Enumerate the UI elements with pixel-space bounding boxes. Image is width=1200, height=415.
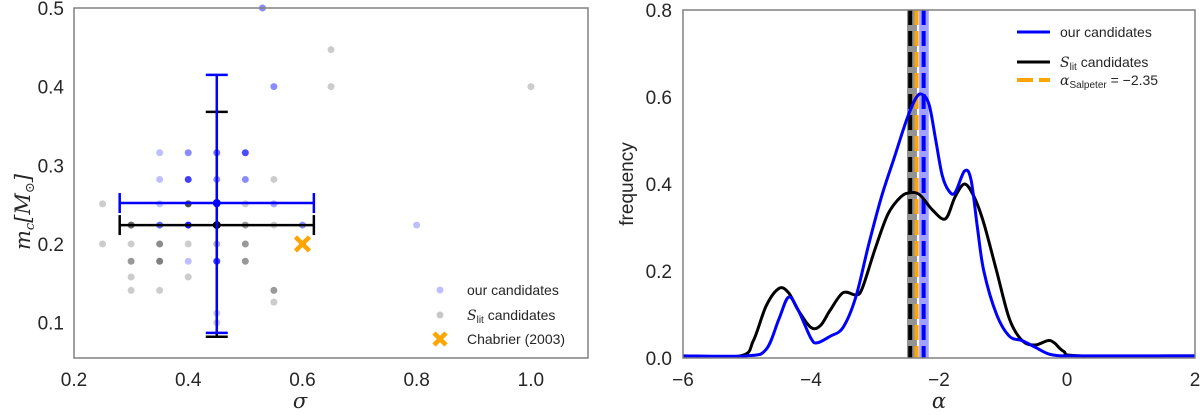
legend-alpha: α	[1060, 73, 1070, 89]
scatter-point	[241, 257, 249, 265]
errorbar	[118, 73, 316, 335]
y-tick-label: 0.3	[38, 156, 64, 177]
svg-text:mc[M⊙]: mc[M⊙]	[11, 173, 38, 250]
x-axis-label-alpha: α	[932, 389, 946, 413]
plot-frame	[73, 7, 589, 359]
legend-slit-marker	[436, 311, 444, 319]
legend-chabrier-label: Chabrier (2003)	[467, 331, 565, 347]
scatter-point	[184, 175, 192, 183]
x-tick-label: 0.6	[289, 370, 315, 391]
y-tick-label: 0.4	[646, 175, 673, 196]
y-tick-label: 0.0	[646, 349, 672, 370]
median-bands	[907, 10, 929, 358]
legend-slit-s: S	[467, 308, 477, 324]
scatter-point	[127, 273, 135, 281]
scatter-plot-sigma-mc: 0.2 0.4 0.6 0.8 1.00.10.20.30.40.5 σ mc[M⊙] …	[11, 0, 589, 413]
legend-alpha-rest: = −2.35	[1107, 72, 1159, 88]
scatter-point	[270, 83, 278, 91]
scatter-point	[99, 240, 107, 248]
y-label-sun: ⊙	[23, 182, 38, 193]
scatter-point	[99, 200, 107, 208]
x-tick-label: 0.2	[61, 370, 87, 391]
plot-frame-right	[682, 9, 1196, 359]
x-tick-label: −2	[928, 370, 950, 391]
scatter-point	[156, 286, 164, 294]
legend-alpha-sub: Salpeter	[1069, 80, 1107, 91]
scatter-point	[270, 286, 278, 294]
scatter-point	[241, 175, 249, 183]
legend-chabrier-marker	[432, 331, 448, 347]
y-tick-label: 0.5	[38, 0, 64, 20]
legend-our-label-right: our candidates	[1060, 24, 1152, 40]
error-bars	[118, 73, 316, 339]
y-tick-label: 0.8	[646, 1, 672, 22]
kde-curve	[682, 92, 1195, 358]
median-band	[919, 10, 929, 358]
scatter-point	[184, 257, 192, 265]
y-label-rest: [M	[11, 193, 35, 223]
legend-our-label: our candidates	[467, 282, 559, 298]
legend-slit-rest-right: candidates	[1077, 54, 1149, 70]
scatter-point	[270, 298, 278, 306]
scatter-point	[156, 257, 164, 265]
y-label-sub: c	[23, 222, 38, 230]
scatter-point	[127, 286, 135, 294]
x-tick-label: 0.8	[403, 370, 429, 391]
x-tick-label: 0	[1062, 370, 1073, 391]
scatter-point	[327, 83, 335, 91]
scatter-point	[184, 273, 192, 281]
right-axes: −6 −4 −2 0 2 0.0 0.2 0.4 0.6 0.8	[646, 1, 1200, 391]
kde-curves	[682, 92, 1196, 359]
scatter-points	[99, 4, 535, 327]
scatter-point	[527, 83, 535, 91]
legend-salpeter-label: αSalpeter = −2.35	[1060, 72, 1158, 91]
scatter-point	[413, 221, 421, 229]
legend-our-marker	[436, 286, 444, 294]
x-tick-label: 1.0	[518, 370, 544, 391]
y-label-m: m	[11, 230, 35, 250]
y-axis-label: mc[M⊙]	[11, 173, 38, 250]
x-tick-label: −6	[672, 370, 694, 391]
median-band	[907, 10, 918, 358]
scatter-point	[156, 240, 164, 248]
chabrier-marker	[293, 235, 312, 253]
legend-right: our candidates Slit candidates αSalpeter…	[1017, 24, 1158, 91]
legend-slit-rest: candidates	[484, 307, 556, 323]
legend-slit-label-right: Slit candidates	[1060, 54, 1148, 73]
y-label-close: ]	[11, 173, 35, 183]
x-tick-label: 2	[1190, 370, 1200, 391]
x-tick-label: −4	[800, 370, 822, 391]
x-axis-label: σ	[293, 389, 308, 413]
scatter-point	[127, 257, 135, 265]
y-tick-label: 0.4	[38, 78, 65, 99]
scatter-point	[327, 46, 335, 54]
left-axes: 0.2 0.4 0.6 0.8 1.0 0.1 0.2 0.3 0.4 0.5	[38, 0, 589, 391]
scatter-point	[127, 240, 135, 248]
scatter-point	[156, 175, 164, 183]
kde-curve	[682, 182, 1196, 359]
scatter-point	[184, 149, 192, 157]
legend: our candidates Slit candidates Chabrier …	[432, 282, 565, 347]
y-tick-label: 0.1	[38, 314, 64, 335]
y-tick-label: 0.2	[38, 235, 64, 256]
y-axis-label-frequency: frequency	[617, 142, 638, 226]
legend-slit-label: Slit candidates	[467, 307, 555, 326]
y-tick-label: 0.2	[646, 262, 672, 283]
y-tick-label: 0.6	[646, 88, 672, 109]
scatter-point	[184, 240, 192, 248]
legend-slit-sub: lit	[477, 315, 484, 326]
x-tick-label: 0.4	[175, 370, 202, 391]
scatter-point	[270, 175, 278, 183]
legend-slit-s-right: S	[1060, 55, 1070, 71]
scatter-point	[156, 149, 164, 157]
scatter-point	[241, 240, 249, 248]
scatter-point	[241, 149, 249, 157]
legend-slit-sub-right: lit	[1070, 62, 1077, 73]
